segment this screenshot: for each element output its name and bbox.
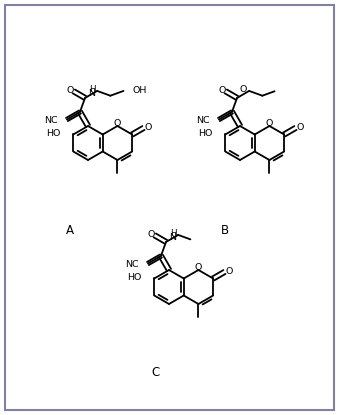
Text: O: O: [114, 119, 121, 128]
Text: NC: NC: [125, 260, 139, 269]
Text: O: O: [147, 230, 155, 239]
Text: H: H: [170, 229, 176, 238]
Text: NC: NC: [196, 116, 210, 125]
Text: HO: HO: [46, 129, 60, 138]
Text: O: O: [239, 85, 247, 94]
Text: OH: OH: [133, 86, 147, 95]
Text: O: O: [218, 86, 225, 95]
Text: N: N: [88, 89, 96, 98]
Text: B: B: [221, 224, 229, 237]
Text: C: C: [151, 366, 159, 379]
Text: N: N: [170, 233, 177, 242]
Text: O: O: [66, 86, 74, 95]
Text: NC: NC: [44, 116, 58, 125]
Text: O: O: [195, 263, 202, 272]
Text: HO: HO: [198, 129, 212, 138]
Text: HO: HO: [127, 273, 141, 282]
Text: A: A: [66, 224, 74, 237]
Text: H: H: [89, 85, 96, 94]
Text: O: O: [145, 124, 152, 132]
Text: O: O: [297, 124, 304, 132]
Text: O: O: [266, 119, 273, 128]
Text: O: O: [226, 268, 233, 276]
